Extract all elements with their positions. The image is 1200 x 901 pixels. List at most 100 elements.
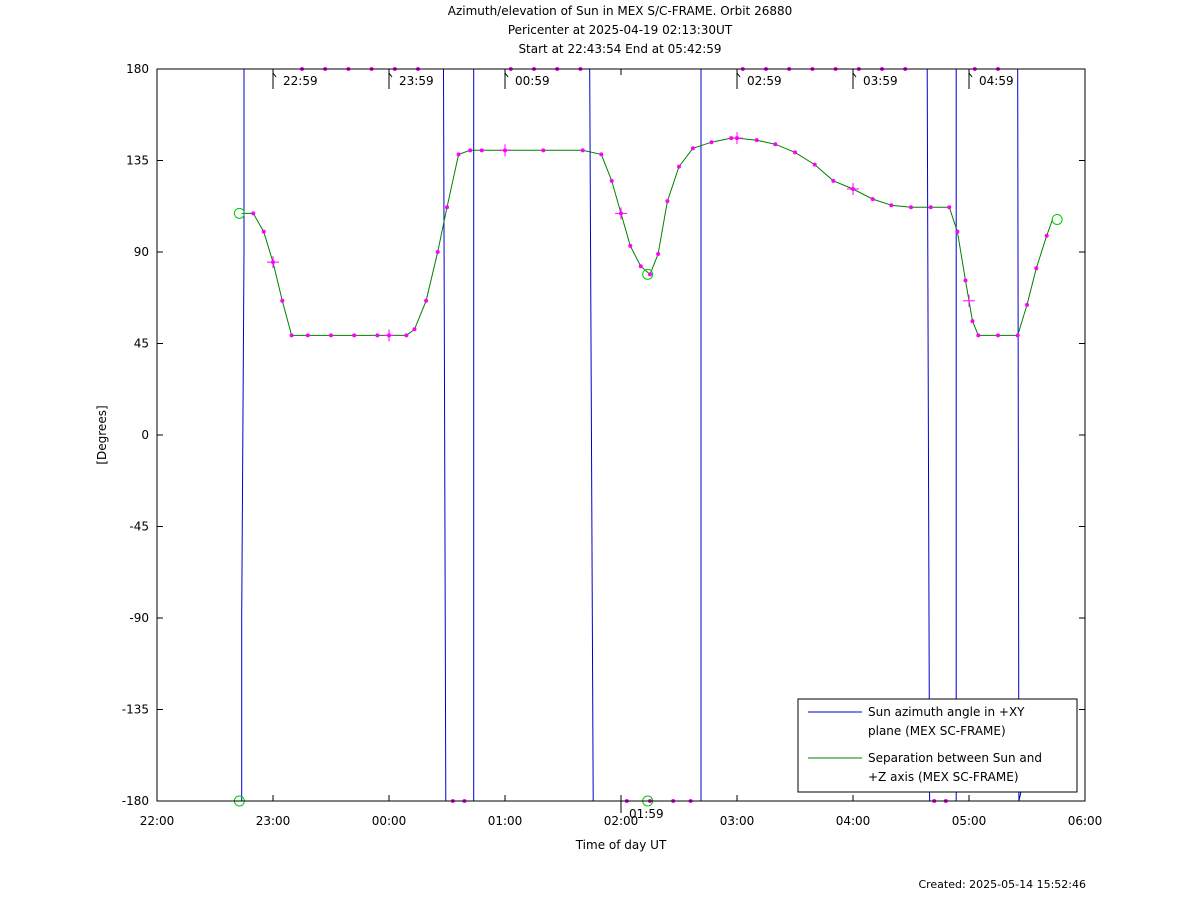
time-marker-label: 23:59 (399, 74, 434, 88)
separation-point-marker (609, 178, 614, 183)
x-tick-label: 04:00 (836, 814, 871, 828)
separation-point-marker (404, 333, 409, 338)
separation-point-marker (970, 319, 975, 324)
start-end-circle (1051, 213, 1063, 225)
y-tick-label: 0 (141, 428, 149, 442)
separation-point-marker (435, 250, 440, 254)
x-axis-label: Time of day UT (575, 838, 667, 852)
y-axis-label: [Degrees] (95, 405, 109, 464)
start-end-circle (233, 207, 245, 219)
separation-point-marker (909, 205, 913, 210)
separation-point-marker (1015, 333, 1020, 338)
separation-point-marker (280, 298, 285, 303)
y-tick-label: -45 (129, 520, 149, 534)
y-tick-label: 135 (126, 154, 149, 168)
time-marker-label: 02:59 (747, 74, 782, 88)
separation-point-marker (656, 252, 661, 257)
y-tick-label: 90 (134, 245, 149, 259)
tick-labels: 22:00 23:00 00:00 01:00 02:00 03:00 04:00 05:00… (122, 62, 1103, 828)
time-marker-tick (504, 72, 509, 78)
legend-label: Separation between Sun and (868, 751, 1042, 765)
separation-point-marker (889, 203, 894, 208)
x-tick-label: 06:00 (1068, 814, 1103, 828)
separation-point-marker (690, 146, 695, 151)
separation-point-marker (445, 205, 449, 210)
time-marker-tick (852, 72, 857, 78)
separation-point-marker (541, 148, 546, 153)
y-tick-label: 45 (134, 337, 149, 351)
marker-layer (233, 67, 1063, 807)
separation-point-marker (628, 243, 633, 248)
time-marker-tick (968, 72, 973, 78)
time-marker-tick (388, 72, 393, 78)
chart-title-line-3: Start at 22:43:54 End at 05:42:59 (518, 42, 722, 56)
separation-point-marker (580, 148, 585, 153)
separation-point-marker (456, 152, 461, 157)
separation-point-marker (928, 205, 933, 210)
time-marker-tick (736, 72, 741, 78)
separation-point-marker (468, 148, 473, 153)
separation-point-marker (955, 229, 960, 234)
separation-point-marker (352, 333, 357, 338)
chart-title-line-1: Azimuth/elevation of Sun in MEX S/C-FRAM… (447, 4, 793, 18)
separation-point-marker (793, 150, 797, 155)
time-marker-label: 04:59 (979, 74, 1014, 88)
y-tick-label: -135 (122, 703, 149, 717)
y-tick-label: -90 (129, 611, 149, 625)
separation-point-marker (812, 162, 817, 167)
time-marker-label: 01:59 (629, 807, 664, 821)
legend: Sun azimuth angle in +XY plane (MEX SC-FR… (797, 698, 1078, 793)
separation-point-marker (947, 205, 952, 210)
separation-point-marker (1044, 233, 1049, 238)
x-tick-label: 02:00 (604, 814, 639, 828)
separation-point-marker (251, 211, 256, 216)
separation-point-marker (976, 333, 981, 338)
y-tick-label: 180 (126, 62, 149, 76)
series-layer (241, 68, 1053, 802)
created-timestamp: Created: 2025-05-14 15:52:46 (918, 878, 1086, 891)
separation-point-marker (479, 148, 484, 153)
chart-title-line-2: Pericenter at 2025-04-19 02:13:30UT (507, 23, 733, 37)
legend-label: plane (MEX SC-FRAME) (868, 724, 1006, 738)
legend-label: +Z axis (MEX SC-FRAME) (868, 770, 1019, 784)
separation-point-marker (831, 178, 836, 183)
legend-box (797, 698, 1078, 793)
x-tick-label: 01:00 (488, 814, 523, 828)
separation-point-marker (599, 152, 604, 157)
separation-point-marker (1034, 266, 1039, 271)
time-marker-label: 03:59 (863, 74, 898, 88)
separation-point-marker (412, 327, 417, 332)
separation-point-marker (375, 333, 380, 338)
separation-point-marker (677, 164, 681, 169)
x-tick-label: 03:00 (720, 814, 755, 828)
separation-point-marker (648, 272, 652, 277)
separation-point-marker (329, 333, 333, 338)
y-tick-label: -180 (122, 794, 149, 808)
separation-point-marker (773, 142, 778, 147)
time-marker-tick (272, 72, 277, 78)
separation-point-marker (665, 199, 670, 204)
legend-label: Sun azimuth angle in +XY (868, 705, 1025, 719)
plot-frame (156, 68, 1086, 802)
separation-point-marker (996, 333, 1000, 338)
time-marker-label: 00:59 (515, 74, 550, 88)
x-tick-label: 22:00 (140, 814, 175, 828)
separation-point-marker (754, 138, 759, 143)
separation-point-marker (709, 140, 714, 145)
time-marker-label: 22:59 (283, 74, 318, 88)
separation-point-marker (261, 229, 266, 234)
separation-point-marker (870, 197, 875, 202)
axis-ticks (156, 68, 1086, 802)
separation-series-line (241, 137, 1053, 336)
separation-point-marker (305, 333, 310, 338)
separation-point-marker (289, 333, 294, 338)
x-tick-label: 05:00 (952, 814, 987, 828)
separation-point-marker (638, 264, 643, 269)
x-tick-label: 23:00 (256, 814, 291, 828)
azimuth-series-line (241, 68, 1022, 802)
x-tick-label: 00:00 (372, 814, 407, 828)
separation-point-marker (963, 278, 968, 283)
start-end-circle (642, 268, 654, 280)
separation-point-marker (1025, 302, 1029, 307)
